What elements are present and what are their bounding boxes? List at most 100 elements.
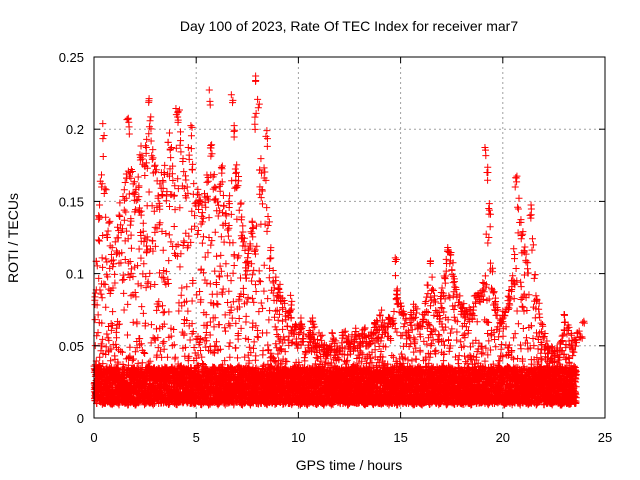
data-point [288, 297, 296, 305]
data-point [301, 357, 309, 365]
data-point [124, 115, 132, 123]
data-point [276, 280, 284, 288]
data-point [138, 155, 146, 163]
data-point [120, 276, 128, 284]
data-point [102, 255, 110, 263]
data-point [213, 252, 221, 260]
data-point [248, 294, 256, 302]
data-point [94, 236, 102, 244]
data-point [132, 197, 140, 205]
data-point [217, 251, 225, 259]
data-point [145, 188, 153, 196]
data-point [137, 282, 145, 290]
data-point [107, 357, 115, 365]
data-point [211, 228, 219, 236]
data-point [128, 356, 136, 364]
data-point [317, 332, 325, 340]
data-point [125, 123, 133, 131]
data-point [109, 321, 117, 329]
data-point [221, 327, 229, 335]
data-point [274, 316, 282, 324]
data-point [177, 291, 185, 299]
data-point [159, 184, 167, 192]
data-point [104, 227, 112, 235]
data-point [91, 316, 99, 324]
data-point [217, 163, 225, 171]
data-point [198, 209, 206, 217]
data-point [188, 165, 196, 173]
data-point [113, 334, 121, 342]
data-point [99, 360, 107, 368]
data-point [330, 336, 338, 344]
data-point [263, 204, 271, 212]
data-point [137, 254, 145, 262]
data-point [228, 177, 236, 185]
data-point [140, 349, 148, 357]
data-point [124, 235, 132, 243]
data-point [174, 175, 182, 183]
data-point [226, 192, 234, 200]
data-point [266, 255, 274, 263]
data-point [99, 231, 107, 239]
data-point [119, 360, 127, 368]
data-point [118, 249, 126, 257]
data-point [251, 113, 259, 121]
data-point [111, 238, 119, 246]
data-point [132, 293, 140, 301]
data-point [190, 180, 198, 188]
data-point [159, 246, 167, 254]
data-point [111, 270, 119, 278]
data-point [164, 353, 172, 361]
data-point [206, 97, 214, 105]
data-point [213, 300, 221, 308]
data-point [103, 258, 111, 266]
data-point [108, 244, 116, 252]
data-point [139, 227, 147, 235]
data-point [138, 303, 146, 311]
data-point [180, 330, 188, 338]
data-point [142, 142, 150, 150]
data-point [244, 246, 252, 254]
data-point [170, 223, 178, 231]
data-point [248, 271, 256, 279]
data-point [201, 276, 209, 284]
data-point [124, 271, 132, 279]
data-point [230, 133, 238, 141]
data-point [250, 266, 258, 274]
data-point [203, 178, 211, 186]
data-point [206, 280, 214, 288]
data-point [251, 120, 259, 128]
data-point [187, 132, 195, 140]
data-point [102, 303, 110, 311]
data-point [176, 204, 184, 212]
data-point [129, 273, 137, 281]
data-point [203, 337, 211, 345]
data-point [130, 355, 138, 363]
data-point [95, 274, 103, 282]
data-point [160, 338, 168, 346]
data-point [254, 333, 262, 341]
data-point [178, 328, 186, 336]
data-point [216, 273, 224, 281]
data-point [105, 219, 113, 227]
data-point [253, 333, 261, 341]
data-point [117, 347, 125, 355]
data-point [245, 343, 253, 351]
data-point [146, 117, 154, 125]
data-point [96, 201, 104, 209]
data-point [94, 311, 102, 319]
data-point [198, 239, 206, 247]
data-point [235, 206, 243, 214]
data-point [205, 86, 213, 94]
data-point [136, 335, 144, 343]
data-point [172, 144, 180, 152]
data-point [97, 290, 105, 298]
data-point [115, 320, 123, 328]
data-point [234, 354, 242, 362]
data-point [265, 274, 273, 282]
data-point [252, 76, 260, 84]
data-point [159, 178, 167, 186]
data-point [187, 145, 195, 153]
data-point [102, 343, 110, 351]
